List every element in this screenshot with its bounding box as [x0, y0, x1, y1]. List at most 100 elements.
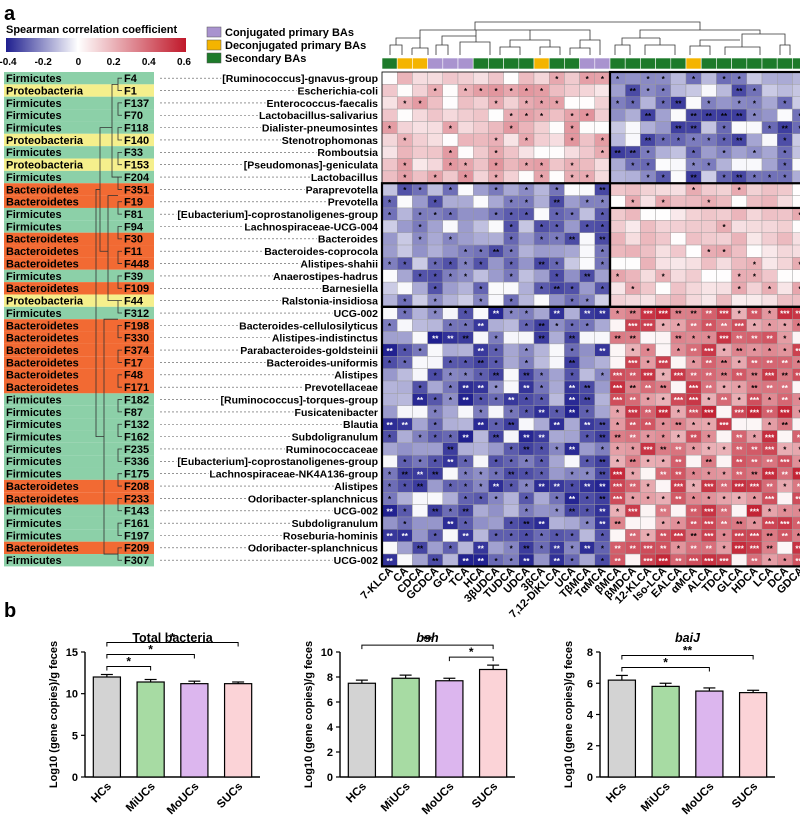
feature-id: F4 [124, 73, 138, 85]
heatmap-cell [670, 294, 687, 308]
heatmap-cell [518, 417, 535, 431]
heatmap-cell [640, 195, 656, 209]
significance-mark: ** [417, 396, 424, 405]
phylum-label: Firmicutes [6, 407, 62, 419]
heatmap-cell [564, 96, 580, 110]
heatmap-cell [792, 541, 800, 555]
heatmap-cell [381, 232, 398, 246]
bar [136, 681, 165, 778]
significance-mark: * [403, 310, 407, 319]
heatmap-cell [442, 71, 459, 85]
feature-id: F87 [124, 407, 143, 419]
column-type-swatch [564, 57, 580, 70]
taxon-label: Odoribacter-splanchnicus [248, 493, 378, 505]
column-type-swatch [746, 57, 763, 70]
significance-mark: * [494, 137, 498, 146]
significance-mark: * [525, 137, 529, 146]
heatmap-cell [716, 257, 732, 270]
significance-mark: * [798, 285, 800, 294]
heatmap-cell [761, 294, 778, 308]
significance-mark: ** [584, 421, 591, 430]
heatmap-cell [397, 368, 413, 382]
significance-mark: * [525, 458, 529, 467]
heatmap-cell [701, 232, 717, 246]
heatmap-cell [579, 368, 595, 382]
significance-mark: ** [493, 433, 500, 442]
heatmap-cell [579, 257, 595, 270]
significance-mark: * [510, 297, 514, 306]
heatmap-cell [442, 108, 459, 122]
significance-mark: * [388, 495, 392, 504]
significance-mark: * [449, 124, 453, 133]
category-label: MoUCs [420, 781, 457, 818]
heatmap-cell [777, 269, 793, 283]
significance-mark: *** [628, 359, 638, 368]
cluster-boxes [380, 70, 800, 568]
heatmap-cell [761, 133, 778, 147]
taxon-label: Stenotrophomonas [282, 135, 378, 147]
heatmap-cell [473, 504, 489, 518]
heatmap-cell [427, 516, 444, 530]
significance-mark: ** [630, 433, 637, 442]
significance-mark: ** [554, 557, 561, 566]
heatmap-cell [625, 108, 641, 122]
heatmap-cell [777, 207, 793, 221]
heatmap-cell [397, 442, 413, 456]
heatmap-cell [533, 492, 550, 505]
significance-mark: ** [569, 507, 576, 516]
significance-mark: ** [766, 384, 773, 393]
heatmap-cell [716, 430, 732, 444]
heatmap-cell [412, 133, 428, 147]
significance-mark: * [570, 372, 574, 381]
significance-mark: * [692, 149, 696, 158]
significance-mark: *** [659, 557, 669, 566]
significance-mark: ** [523, 520, 530, 529]
heatmap-cell [457, 207, 474, 221]
heatmap-cell [716, 96, 732, 110]
significance-mark: * [768, 347, 772, 356]
phylum-label: Firmicutes [6, 73, 62, 85]
significance-mark: ** [721, 520, 728, 529]
significance-mark: * [525, 359, 529, 368]
heatmap-cell [518, 257, 535, 270]
significance-mark: * [525, 198, 529, 207]
bar [435, 680, 464, 778]
heatmap-cell [640, 516, 656, 530]
significance-mark: * [510, 458, 514, 467]
significance-mark: *** [750, 507, 760, 516]
feature-id: F30 [124, 234, 143, 246]
heatmap-cell [701, 170, 717, 184]
heatmap-cell [473, 232, 489, 246]
heatmap-cell [412, 121, 428, 135]
significance-mark: ** [478, 347, 485, 356]
heatmap-cell [488, 442, 504, 456]
heatmap-cell [457, 281, 474, 295]
heatmap-cell [503, 71, 520, 85]
heatmap-cell [412, 331, 428, 345]
heatmap-cell [792, 207, 800, 221]
heatmap-cell [503, 331, 520, 345]
heatmap-cell [761, 257, 778, 270]
feature-id: F19 [124, 197, 143, 209]
significance-mark: * [586, 409, 590, 418]
feature-id: F94 [124, 221, 144, 233]
heatmap-cell [655, 232, 671, 246]
phylum-band [4, 418, 154, 431]
taxon-label: UCG-002 [334, 308, 379, 320]
taxon-label: Alistipes [334, 370, 378, 382]
taxon-label: Prevotella [328, 197, 378, 209]
taxon-label: Parabacteroides-goldsteinii [240, 345, 378, 357]
significance-mark: * [783, 161, 787, 170]
heatmap-cell [564, 71, 580, 85]
significance-mark: * [479, 483, 483, 492]
heatmap-cell [473, 195, 489, 209]
significance-mark: * [525, 507, 529, 516]
significance-mark: * [434, 211, 438, 220]
heatmap-cell [670, 257, 687, 270]
significance-mark: ** [675, 557, 682, 566]
significance-mark: ** [614, 545, 621, 554]
phylum-label: Firmicutes [6, 271, 62, 283]
significance-mark: *** [704, 532, 714, 541]
heatmap-cell [731, 145, 747, 159]
heatmap-cell [412, 158, 428, 172]
